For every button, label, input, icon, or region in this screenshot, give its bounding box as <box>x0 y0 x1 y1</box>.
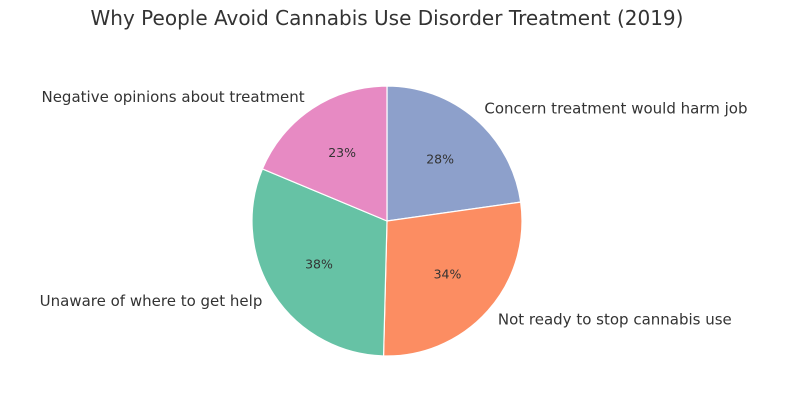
pie-slice-not-ready-to-stop-cannabis-use <box>382 201 523 357</box>
pie-slice-concern-treatment-would-harm-job <box>386 85 522 222</box>
slice-percent-unaware-of-where-to-get-help: 38% <box>305 257 333 272</box>
pie-slice-unaware-of-where-to-get-help <box>251 168 388 357</box>
chart-title: Why People Avoid Cannabis Use Disorder T… <box>91 6 684 30</box>
pie-labels: Concern treatment would harm job 28% Not r… <box>40 88 748 328</box>
pie-slices <box>251 85 523 357</box>
slice-percent-not-ready-to-stop-cannabis-use: 34% <box>434 266 462 281</box>
slice-label-negative-opinions-about-treatment: Negative opinions about treatment <box>41 88 304 106</box>
slice-label-not-ready-to-stop-cannabis-use: Not ready to stop cannabis use <box>498 310 732 328</box>
pie-slice-negative-opinions-about-treatment <box>261 85 388 222</box>
slice-percent-concern-treatment-would-harm-job: 28% <box>426 151 454 166</box>
slice-percent-negative-opinions-about-treatment: 23% <box>328 145 356 160</box>
slice-label-unaware-of-where-to-get-help: Unaware of where to get help <box>40 292 263 310</box>
slice-label-concern-treatment-would-harm-job: Concern treatment would harm job <box>484 99 747 117</box>
